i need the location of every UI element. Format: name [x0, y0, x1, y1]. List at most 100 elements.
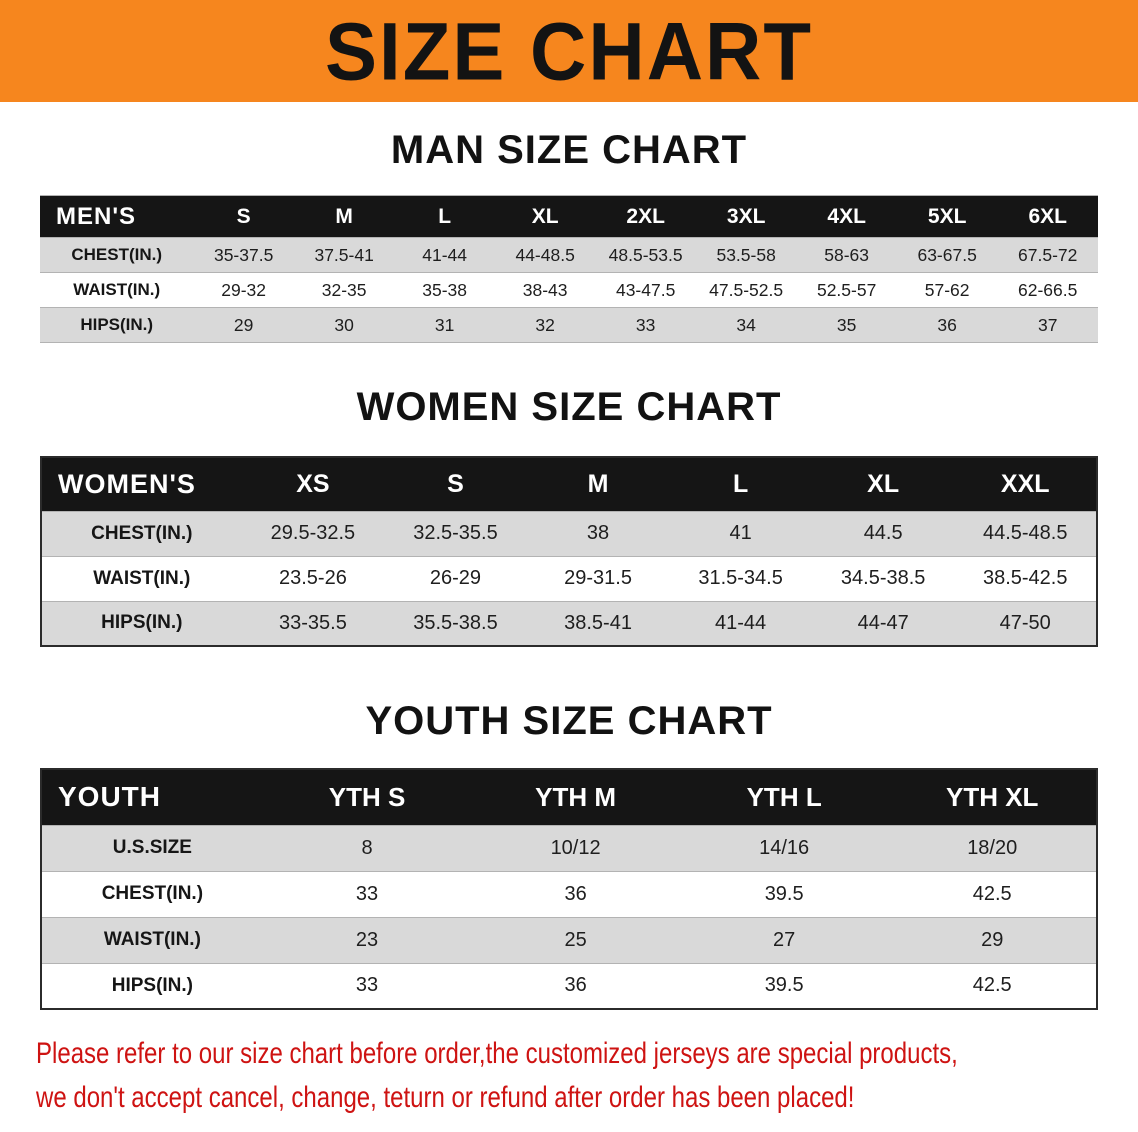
row-label-cell: HIPS(IN.) — [41, 962, 263, 1009]
table-row: CHEST(IN.) 33 36 39.5 42.5 — [41, 870, 1097, 917]
size-header-cell: XL — [494, 195, 596, 238]
row-label-cell: CHEST(IN.) — [41, 870, 263, 917]
value-cell: 57-62 — [896, 272, 998, 308]
notice-line-1: Please refer to our size chart before or… — [36, 1037, 958, 1070]
value-cell: 44.5 — [811, 510, 955, 556]
men-size-section: MAN SIZE CHART MEN'S S M L XL 2XL 3XL 4XL 5XL 6XL… — [0, 128, 1138, 343]
value-cell: 36 — [471, 870, 680, 917]
value-cell: 38-43 — [494, 272, 596, 308]
value-cell: 58-63 — [796, 237, 897, 273]
value-cell: 34.5-38.5 — [811, 555, 955, 601]
value-cell: 10/12 — [471, 824, 680, 871]
value-cell: 41-44 — [394, 237, 495, 273]
value-cell: 35 — [796, 307, 897, 343]
table-title-cell: YOUTH — [41, 769, 263, 825]
table-header-row: YOUTH YTH S YTH M YTH L YTH XL — [41, 769, 1097, 825]
size-header-cell: 3XL — [695, 195, 797, 238]
value-cell: 29-32 — [193, 272, 294, 308]
value-cell: 62-66.5 — [997, 272, 1098, 308]
table-row: HIPS(IN.) 29 30 31 32 33 34 35 36 37 — [40, 307, 1098, 343]
row-label-cell: CHEST(IN.) — [40, 237, 194, 273]
value-cell: 33 — [262, 870, 472, 917]
value-cell: 36 — [896, 307, 998, 343]
size-header-cell: M — [526, 457, 670, 511]
table-row: WAIST(IN.) 23 25 27 29 — [41, 916, 1097, 963]
value-cell: 43-47.5 — [595, 272, 696, 308]
size-header-cell: 6XL — [997, 195, 1098, 238]
value-cell: 47.5-52.5 — [695, 272, 797, 308]
value-cell: 53.5-58 — [695, 237, 797, 273]
size-header-cell: YTH L — [679, 769, 889, 825]
notice-line-2: we don't accept cancel, change, teturn o… — [36, 1081, 855, 1114]
value-cell: 32.5-35.5 — [384, 510, 527, 556]
table-header-row: WOMEN'S XS S M L XL XXL — [41, 457, 1097, 511]
value-cell: 34 — [695, 307, 797, 343]
size-header-cell: YTH S — [262, 769, 472, 825]
size-header-cell: XL — [811, 457, 955, 511]
value-cell: 29 — [193, 307, 294, 343]
value-cell: 39.5 — [679, 962, 889, 1009]
table-title-cell: WOMEN'S — [41, 457, 242, 511]
value-cell: 38 — [526, 510, 670, 556]
table-row: WAIST(IN.) 29-32 32-35 35-38 38-43 43-47.5 47.… — [40, 272, 1098, 308]
value-cell: 35-37.5 — [193, 237, 294, 273]
footer-notice: Please refer to our size chart before or… — [0, 1032, 1138, 1120]
value-cell: 25 — [471, 916, 680, 963]
value-cell: 41 — [669, 510, 812, 556]
value-cell: 42.5 — [888, 870, 1097, 917]
value-cell: 35-38 — [394, 272, 495, 308]
value-cell: 14/16 — [679, 824, 889, 871]
row-label-cell: CHEST(IN.) — [41, 510, 242, 556]
value-cell: 67.5-72 — [997, 237, 1098, 273]
value-cell: 37.5-41 — [293, 237, 395, 273]
value-cell: 8 — [262, 824, 472, 871]
size-header-cell: M — [293, 195, 395, 238]
size-header-cell: L — [669, 457, 812, 511]
value-cell: 47-50 — [954, 600, 1097, 646]
banner: SIZE CHART — [0, 0, 1138, 102]
row-label-cell: WAIST(IN.) — [40, 272, 194, 308]
value-cell: 38.5-41 — [526, 600, 670, 646]
table-header-row: MEN'S S M L XL 2XL 3XL 4XL 5XL 6XL — [40, 195, 1098, 238]
value-cell: 41-44 — [669, 600, 812, 646]
row-label-cell: U.S.SIZE — [41, 824, 263, 871]
value-cell: 32-35 — [293, 272, 395, 308]
value-cell: 29 — [888, 916, 1097, 963]
value-cell: 52.5-57 — [796, 272, 897, 308]
table-row: CHEST(IN.) 35-37.5 37.5-41 41-44 44-48.5 48.5… — [40, 237, 1098, 273]
value-cell: 38.5-42.5 — [954, 555, 1097, 601]
size-header-cell: 4XL — [796, 195, 897, 238]
value-cell: 63-67.5 — [896, 237, 998, 273]
value-cell: 39.5 — [679, 870, 889, 917]
youth-size-table: YOUTH YTH S YTH M YTH L YTH XL U.S.SIZE 8 10/12… — [40, 768, 1098, 1010]
value-cell: 44.5-48.5 — [954, 510, 1097, 556]
value-cell: 48.5-53.5 — [595, 237, 696, 273]
size-header-cell: YTH XL — [888, 769, 1097, 825]
size-header-cell: S — [384, 457, 527, 511]
row-label-cell: WAIST(IN.) — [41, 555, 242, 601]
value-cell: 29-31.5 — [526, 555, 670, 601]
value-cell: 33 — [595, 307, 696, 343]
value-cell: 36 — [471, 962, 680, 1009]
women-size-table: WOMEN'S XS S M L XL XXL CHEST(IN.) 29.5-32.5 32.5… — [40, 456, 1098, 647]
value-cell: 33 — [262, 962, 472, 1009]
row-label-cell: HIPS(IN.) — [41, 600, 242, 646]
value-cell: 33-35.5 — [241, 600, 385, 646]
value-cell: 27 — [679, 916, 889, 963]
table-row: WAIST(IN.) 23.5-26 26-29 29-31.5 31.5-34.5 34… — [41, 555, 1097, 601]
value-cell: 44-47 — [811, 600, 955, 646]
size-header-cell: 2XL — [595, 195, 696, 238]
men-size-table: MEN'S S M L XL 2XL 3XL 4XL 5XL 6XL CHEST(IN.) 35-37… — [40, 195, 1098, 343]
table-row: HIPS(IN.) 33 36 39.5 42.5 — [41, 962, 1097, 1009]
women-size-section: WOMEN SIZE CHART WOMEN'S XS S M L XL XXL CHEST(… — [0, 385, 1138, 647]
size-header-cell: XXL — [954, 457, 1097, 511]
value-cell: 42.5 — [888, 962, 1097, 1009]
men-section-heading: MAN SIZE CHART — [390, 128, 748, 172]
size-header-cell: YTH M — [471, 769, 680, 825]
value-cell: 37 — [997, 307, 1098, 343]
women-section-heading: WOMEN SIZE CHART — [356, 385, 782, 429]
page-title: SIZE CHART — [325, 4, 813, 97]
youth-size-section: YOUTH SIZE CHART YOUTH YTH S YTH M YTH L YTH… — [0, 699, 1138, 1010]
value-cell: 26-29 — [384, 555, 527, 601]
size-header-cell: 5XL — [896, 195, 998, 238]
